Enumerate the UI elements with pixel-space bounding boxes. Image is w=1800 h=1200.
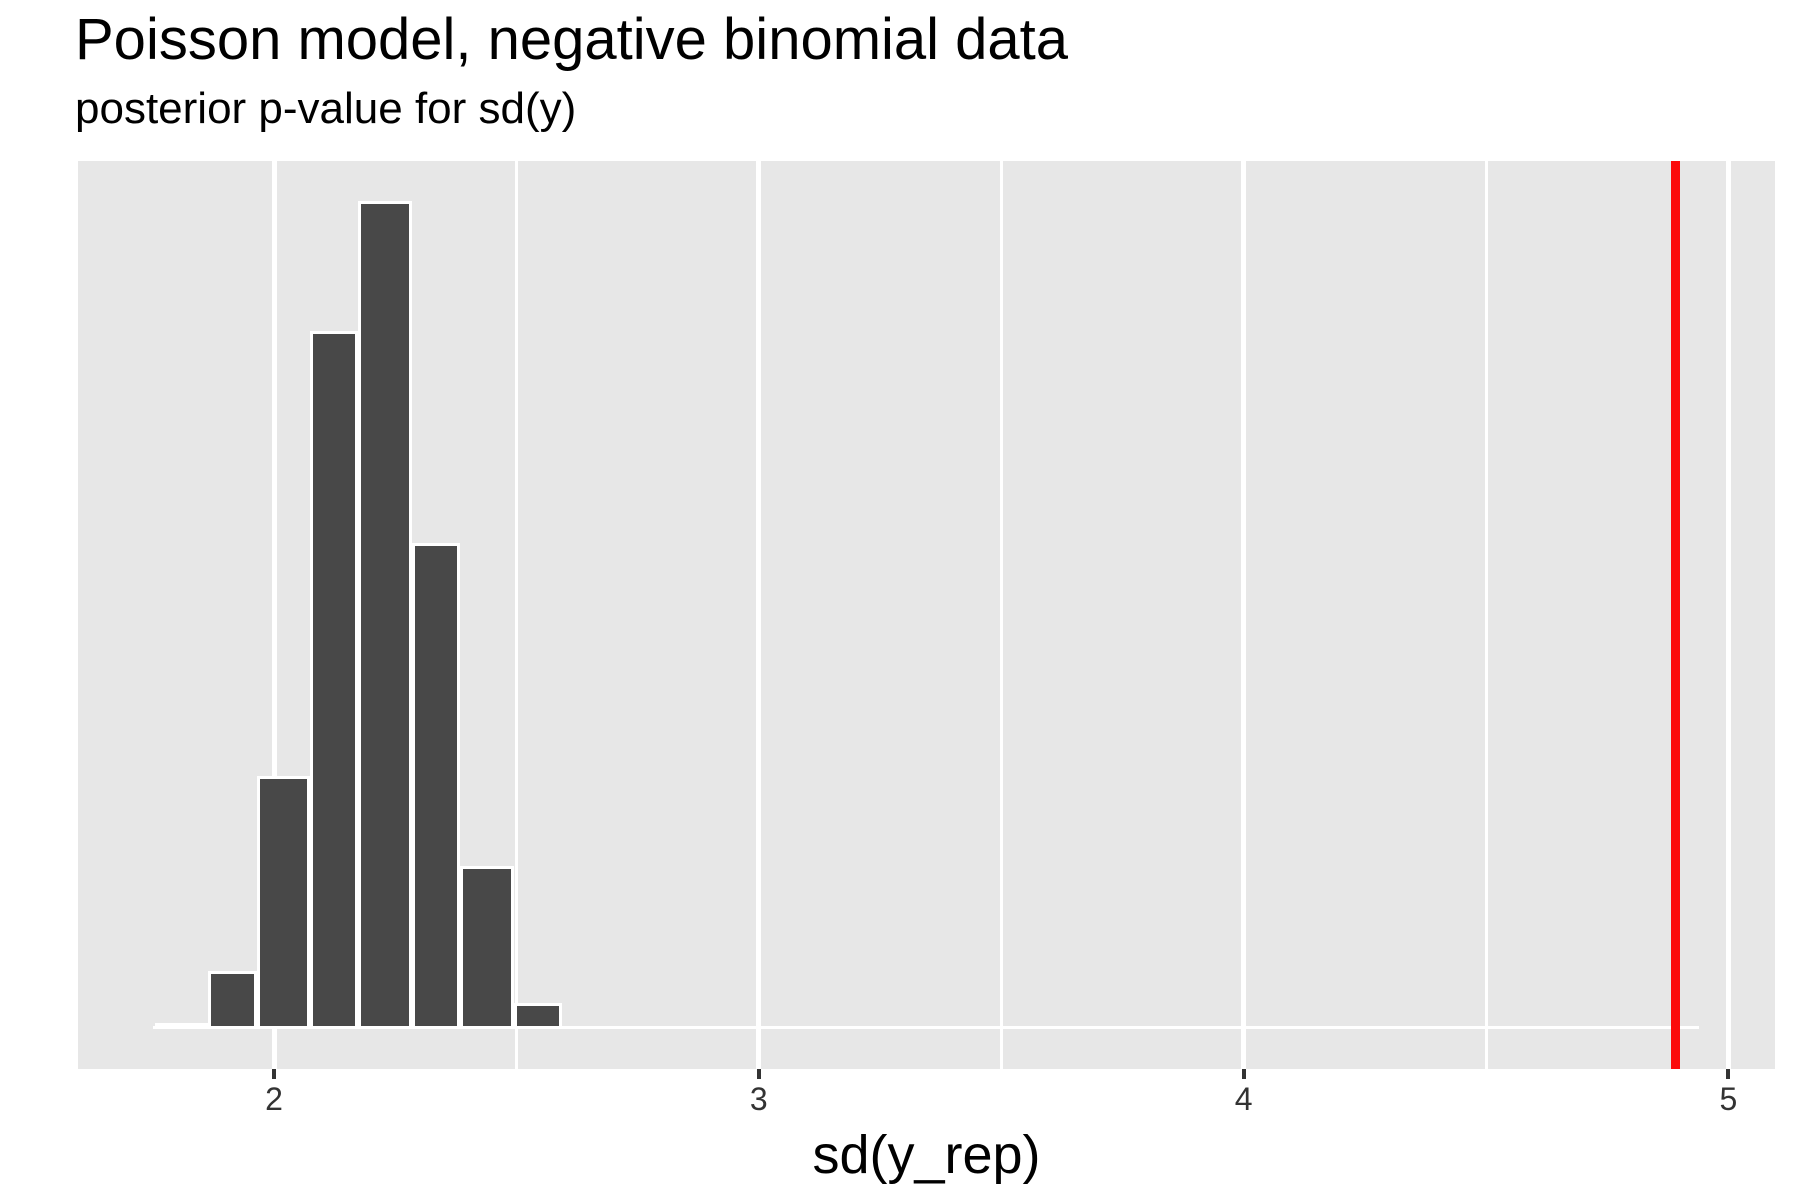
histogram-bar [513, 1003, 563, 1029]
histogram-bar [256, 776, 310, 1029]
grid-minor-line [514, 161, 518, 1069]
observed-statistic-line [1670, 161, 1680, 1069]
x-axis-title: sd(y_rep) [812, 1125, 1041, 1185]
x-axis-tick-label: 4 [1234, 1081, 1253, 1117]
x-axis-tick [756, 1069, 761, 1079]
grid-major-line [756, 161, 762, 1069]
histogram-bar [309, 331, 359, 1029]
histogram-bar [411, 543, 461, 1029]
grid-minor-line [1484, 161, 1488, 1069]
x-axis-tick [1726, 1069, 1731, 1079]
x-axis-tick [272, 1069, 276, 1079]
histogram-bar [154, 1023, 209, 1029]
x-axis-tick-label: 5 [1719, 1081, 1738, 1117]
x-axis-tick-label: 3 [749, 1081, 768, 1117]
page-title: Poisson model, negative binomial data [75, 7, 1069, 72]
grid-minor-line [999, 161, 1003, 1069]
histogram-baseline [152, 1026, 1700, 1029]
grid-major-line [1241, 161, 1247, 1069]
histogram-bar [460, 866, 514, 1029]
grid-major-line [271, 161, 277, 1069]
histogram-bar [208, 971, 257, 1029]
grid-major-line [1725, 161, 1731, 1069]
page-subtitle: posterior p-value for sd(y) [75, 84, 577, 133]
x-axis-tick-label: 2 [265, 1081, 283, 1117]
chart-panel [78, 161, 1775, 1069]
histogram-bar [358, 201, 412, 1029]
x-axis-tick [1241, 1069, 1246, 1079]
